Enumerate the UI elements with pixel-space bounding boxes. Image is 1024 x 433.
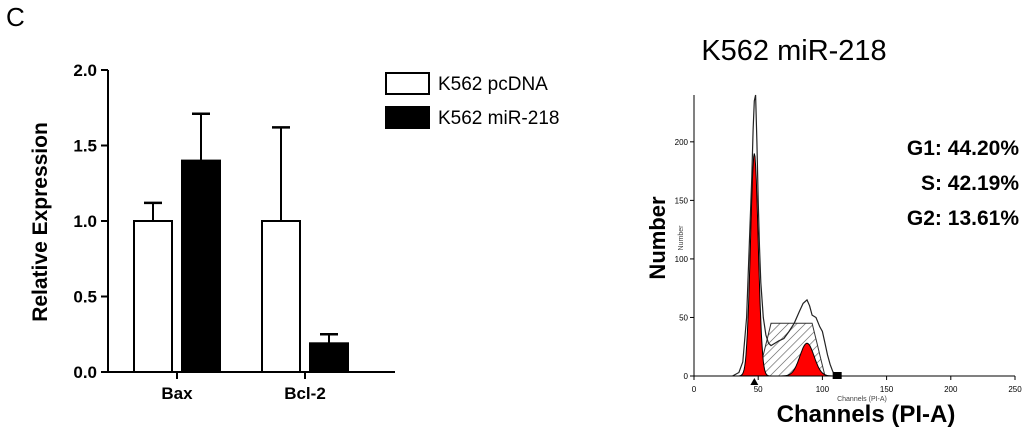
legend-swatch [385, 72, 430, 95]
bar-y-tick-label: 1.0 [73, 212, 97, 231]
g1-peak-area [738, 153, 770, 377]
histogram-y-tick-label: 200 [675, 138, 689, 147]
histogram-x-tick-label: 150 [880, 385, 894, 394]
histogram-x-axis-label: Channels (PI-A) [777, 401, 956, 428]
legend-label: K562 miR-218 [438, 108, 559, 129]
bar-y-axis-label: Relative Expression [29, 122, 52, 322]
histogram-title: K562 miR-218 [701, 35, 886, 67]
histogram-y-tick-label: 100 [675, 255, 689, 264]
histogram-x-tick-label: 50 [754, 385, 763, 394]
bar-y-tick-label: 2.0 [73, 61, 97, 80]
phase-percentage-label: G1: 44.20% [907, 137, 1019, 160]
bar-y-tick-label: 1.5 [73, 137, 97, 156]
s-phase-area [757, 322, 826, 377]
g2-peak-area [778, 342, 836, 377]
histogram-x-tick-label: 250 [1008, 385, 1022, 394]
bar [181, 159, 221, 373]
histogram-x-tick-label: 200 [944, 385, 958, 394]
histogram-y-axis-label-small: Number [678, 225, 685, 251]
g1-marker [750, 378, 759, 385]
bar [309, 342, 349, 373]
bar-series [133, 112, 349, 373]
histogram-y-tick-label: 150 [675, 196, 689, 205]
histogram-body [732, 94, 842, 385]
histogram-x-axis-label-small: Channels (PI-A) [837, 396, 887, 403]
histogram-outline [732, 94, 836, 377]
histogram-y-axis-label: Number [645, 196, 670, 280]
legend-label: K562 pcDNA [438, 74, 548, 95]
histogram-y-tick-label: 0 [684, 372, 689, 381]
bar-y-tick-label: 0.5 [73, 288, 97, 307]
bar-legend: K562 pcDNA K562 miR-218 [385, 72, 559, 129]
phase-percentage-label: S: 42.19% [921, 172, 1019, 195]
bar-y-ticks: 0.0 0.5 1.0 1.5 2.0 [73, 61, 108, 382]
g2-marker [832, 372, 842, 379]
bar-x-tick-labels: Bax Bcl-2 [161, 372, 326, 403]
phase-percentage-label: G2: 13.61% [907, 207, 1019, 230]
bar-x-tick-label: Bax [161, 384, 193, 403]
histogram-axes: 0 50 100 150 200 0 50 100 150 200 250 [675, 95, 1022, 394]
legend-swatch [385, 106, 430, 129]
bar-chart: 0.0 0.5 1.0 1.5 2.0 Bax Bcl-2 Relative Expres… [29, 61, 559, 403]
bar-y-tick-label: 0.0 [73, 363, 97, 382]
histogram-y-tick-label: 50 [679, 313, 688, 322]
histogram-annotations: G1: 44.20% S: 42.19% G2: 13.61% [907, 137, 1019, 230]
bar [261, 220, 301, 373]
bar [133, 220, 173, 373]
histogram-x-tick-label: 100 [816, 385, 830, 394]
bar-x-tick-label: Bcl-2 [284, 384, 326, 403]
histogram-x-tick-label: 0 [692, 385, 697, 394]
panel-label: C [6, 2, 25, 32]
